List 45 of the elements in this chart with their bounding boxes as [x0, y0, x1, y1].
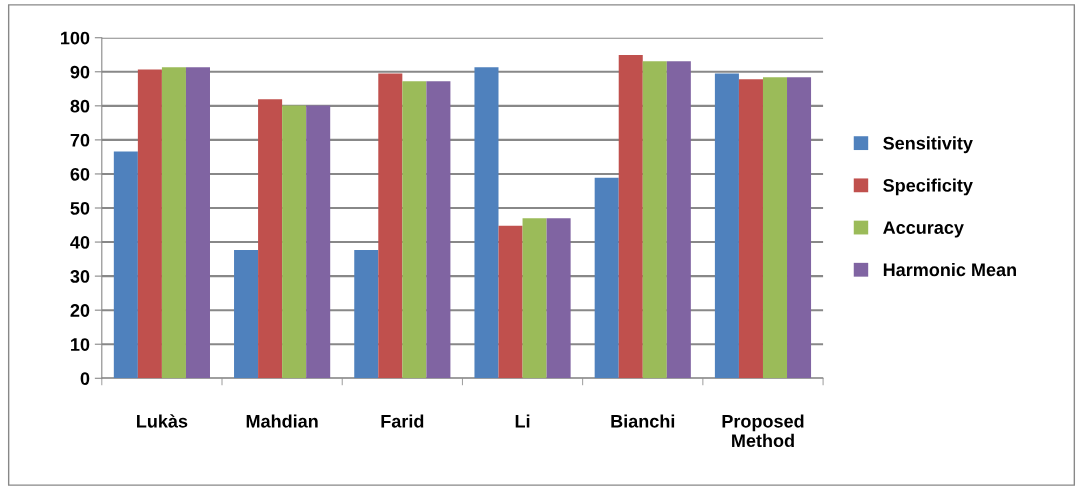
bar [161, 67, 186, 379]
legend-label: Specificity [883, 178, 973, 196]
bar [474, 67, 499, 379]
legend-label: Sensitivity [883, 136, 973, 154]
y-tick-label: 70 [70, 133, 90, 147]
bar [306, 105, 331, 379]
bar [498, 225, 523, 379]
y-tick-label: 50 [70, 201, 90, 215]
bar [762, 77, 788, 379]
y-tick-label: 30 [70, 270, 90, 283]
bar [787, 77, 812, 379]
bar [642, 61, 667, 379]
bar [402, 81, 427, 379]
y-tick-label: 40 [70, 235, 90, 249]
bar [234, 249, 259, 379]
bar [714, 73, 739, 379]
y-tick-label: 10 [71, 338, 90, 351]
x-tick-label: Lukàs [137, 414, 188, 428]
y-tick-label: 90 [70, 65, 90, 79]
bar [137, 69, 162, 379]
y-tick-label: 100 [61, 31, 90, 45]
y-tick-label: 60 [70, 167, 90, 181]
bar [546, 218, 571, 379]
bar [426, 81, 451, 379]
bar [185, 67, 210, 379]
x-tick-label: Li [515, 414, 530, 428]
bar [594, 177, 619, 379]
y-tick-label: 80 [70, 99, 90, 113]
x-tick-label: Mahdian [246, 414, 318, 428]
bar [522, 218, 547, 379]
y-tick-label: 0 [80, 372, 90, 385]
bar [354, 249, 379, 379]
y-tick-label: 20 [70, 304, 90, 317]
x-tick-label: Proposed Method [722, 414, 804, 448]
bar [618, 55, 643, 379]
bar [666, 61, 691, 379]
legend-label: Harmonic Mean [883, 262, 1016, 277]
bar [113, 151, 138, 379]
bar [282, 105, 307, 379]
bar [258, 99, 283, 379]
legend-label: Accuracy [883, 221, 964, 238]
bar [378, 73, 403, 379]
x-tick-label: Farid [381, 414, 424, 428]
x-tick-label: Bianchi [611, 414, 675, 428]
bar [738, 79, 763, 379]
